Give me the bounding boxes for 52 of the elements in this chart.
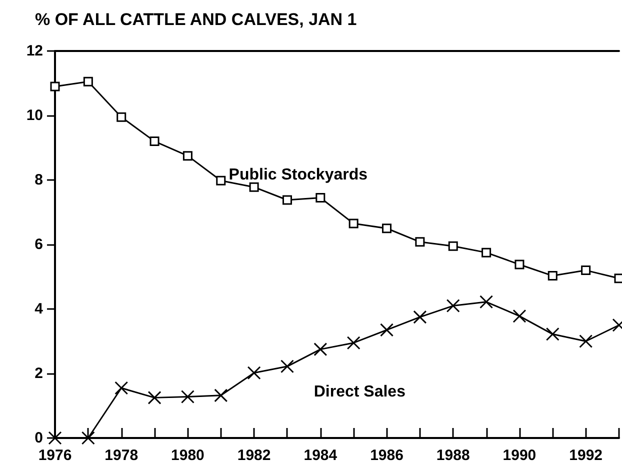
x-tick-label: 1992 xyxy=(569,447,603,464)
chart-title: % OF ALL CATTLE AND CALVES, JAN 1 xyxy=(35,10,357,29)
point xyxy=(316,192,326,202)
point xyxy=(380,323,394,337)
series-label: Direct Sales xyxy=(314,383,406,400)
point xyxy=(216,176,226,186)
x-tick-label: 1984 xyxy=(304,447,338,464)
point xyxy=(150,136,160,146)
point xyxy=(282,195,292,205)
x-tick-label: 1990 xyxy=(502,447,536,464)
y-tick-label: 2 xyxy=(34,365,43,382)
point xyxy=(512,309,526,323)
point xyxy=(446,299,460,313)
point xyxy=(548,271,558,281)
point xyxy=(116,112,126,122)
point xyxy=(180,390,194,404)
point xyxy=(280,360,294,374)
y-tick-label: 8 xyxy=(34,172,43,188)
point xyxy=(482,248,492,258)
point xyxy=(382,224,392,234)
point xyxy=(579,334,593,348)
point xyxy=(314,342,328,356)
y-tick-label: 10 xyxy=(26,107,43,124)
point xyxy=(415,237,425,247)
point xyxy=(50,82,60,92)
point xyxy=(546,327,560,341)
point xyxy=(249,182,259,192)
point xyxy=(448,241,458,251)
point xyxy=(581,266,591,276)
y-tick-label: 0 xyxy=(34,430,43,446)
y-tick-label: 6 xyxy=(34,236,43,253)
point xyxy=(182,151,192,161)
point xyxy=(514,260,524,270)
point xyxy=(83,76,93,86)
x-tick-label: 1978 xyxy=(104,447,138,464)
point xyxy=(148,390,162,404)
y-tick-label: 12 xyxy=(26,42,43,60)
point xyxy=(348,218,358,228)
point xyxy=(247,366,261,380)
x-tick-label: 1982 xyxy=(237,447,271,464)
point xyxy=(214,388,228,402)
y-tick-label: 4 xyxy=(34,300,44,318)
point xyxy=(480,295,494,309)
point xyxy=(114,381,128,395)
point xyxy=(81,431,95,445)
x-tick-label: 1976 xyxy=(38,447,72,464)
x-tick-label: 1988 xyxy=(436,447,470,464)
point xyxy=(413,310,427,324)
point xyxy=(346,336,360,350)
series-label: Public Stockyards xyxy=(228,166,368,184)
x-tick-label: 1986 xyxy=(370,447,404,464)
x-tick-label: 1980 xyxy=(171,447,204,464)
